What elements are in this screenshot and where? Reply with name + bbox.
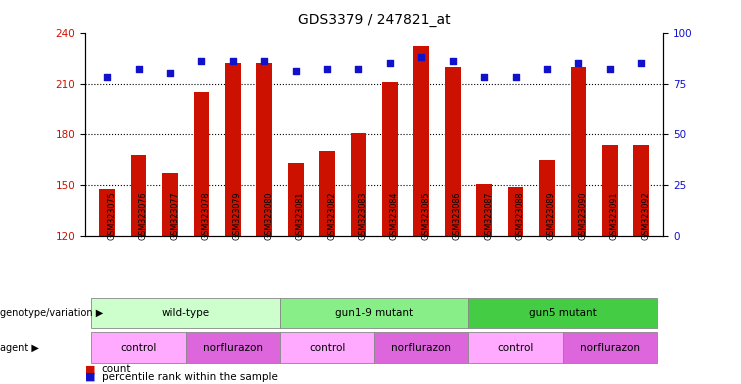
Text: GSM323090: GSM323090 <box>579 192 588 240</box>
Text: GSM323077: GSM323077 <box>170 191 179 240</box>
Text: percentile rank within the sample: percentile rank within the sample <box>102 372 277 382</box>
Bar <box>130 155 147 236</box>
Point <box>478 74 490 81</box>
Bar <box>288 163 304 236</box>
Point <box>573 60 585 66</box>
Point <box>227 58 239 64</box>
Text: GSM323087: GSM323087 <box>484 192 494 240</box>
Bar <box>508 187 523 236</box>
Point <box>133 66 144 72</box>
Text: norflurazon: norflurazon <box>579 343 639 353</box>
Point <box>196 58 207 64</box>
Text: GSM323089: GSM323089 <box>547 192 556 240</box>
Text: norflurazon: norflurazon <box>203 343 263 353</box>
Text: ■: ■ <box>85 364 99 374</box>
Bar <box>162 174 178 236</box>
Bar <box>350 133 366 236</box>
Point <box>384 60 396 66</box>
Point <box>510 74 522 81</box>
Bar <box>193 92 209 236</box>
Text: GSM323086: GSM323086 <box>453 192 462 240</box>
Bar <box>99 189 115 236</box>
Text: count: count <box>102 364 131 374</box>
Point <box>541 66 553 72</box>
Text: GSM323076: GSM323076 <box>139 192 147 240</box>
Point <box>290 68 302 74</box>
Text: gun1-9 mutant: gun1-9 mutant <box>335 308 413 318</box>
Point <box>259 58 270 64</box>
Point <box>416 54 428 60</box>
Bar <box>571 66 586 236</box>
Text: GDS3379 / 247821_at: GDS3379 / 247821_at <box>298 13 451 27</box>
Text: GSM323092: GSM323092 <box>641 191 650 240</box>
Text: GSM323078: GSM323078 <box>202 192 210 240</box>
Bar <box>413 46 429 236</box>
Point <box>447 58 459 64</box>
Text: agent ▶: agent ▶ <box>0 343 39 353</box>
Point <box>321 66 333 72</box>
Bar <box>225 63 241 236</box>
Point <box>635 60 647 66</box>
Text: GSM323088: GSM323088 <box>516 192 525 240</box>
Bar <box>539 160 555 236</box>
Bar <box>602 145 618 236</box>
Text: GSM323084: GSM323084 <box>390 192 399 240</box>
Bar <box>319 151 335 236</box>
Text: genotype/variation ▶: genotype/variation ▶ <box>0 308 103 318</box>
Text: wild-type: wild-type <box>162 308 210 318</box>
Point <box>604 66 616 72</box>
Point <box>102 74 113 81</box>
Text: control: control <box>121 343 157 353</box>
Bar <box>382 82 398 236</box>
Bar <box>634 145 649 236</box>
Text: GSM323082: GSM323082 <box>327 192 336 240</box>
Text: GSM323091: GSM323091 <box>610 192 619 240</box>
Point <box>164 70 176 76</box>
Bar <box>445 66 461 236</box>
Bar <box>256 63 272 236</box>
Text: ■: ■ <box>85 372 99 382</box>
Text: control: control <box>497 343 534 353</box>
Text: gun5 mutant: gun5 mutant <box>529 308 597 318</box>
Text: control: control <box>309 343 345 353</box>
Text: GSM323080: GSM323080 <box>265 192 273 240</box>
Text: GSM323085: GSM323085 <box>422 192 431 240</box>
Bar <box>476 184 492 236</box>
Point <box>353 66 365 72</box>
Text: GSM323083: GSM323083 <box>359 192 368 240</box>
Text: norflurazon: norflurazon <box>391 343 451 353</box>
Text: GSM323075: GSM323075 <box>107 191 116 240</box>
Text: GSM323079: GSM323079 <box>233 191 242 240</box>
Text: GSM323081: GSM323081 <box>296 192 305 240</box>
